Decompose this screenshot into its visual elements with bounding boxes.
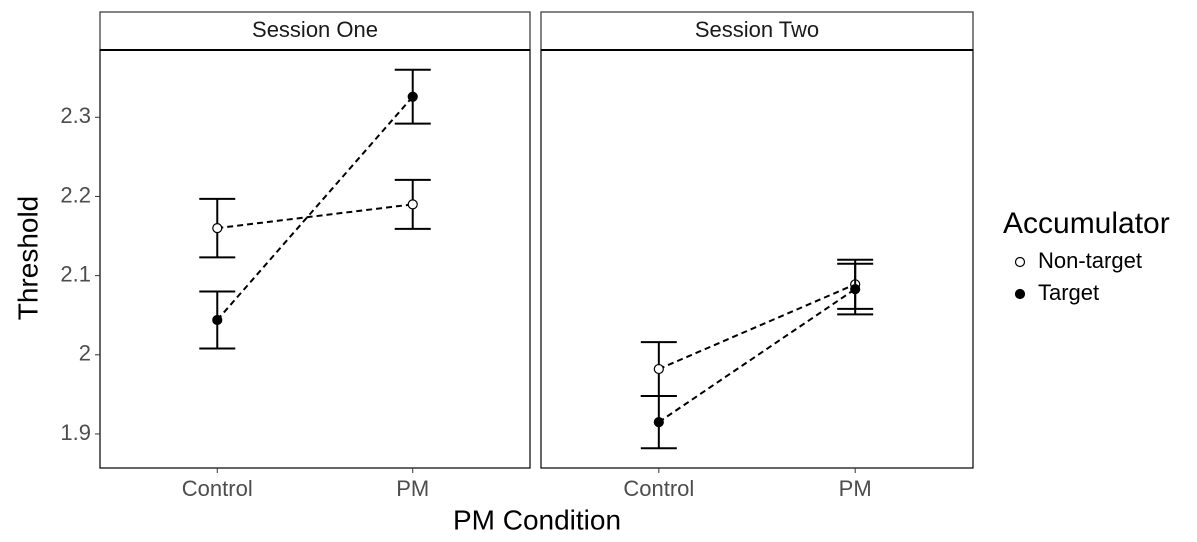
legend-marker	[1014, 256, 1026, 268]
series-line	[217, 203, 413, 230]
x-tick-label: Control	[623, 476, 694, 501]
x-tick-label: Control	[182, 476, 253, 501]
point	[653, 416, 664, 428]
x-tick-label: PM	[396, 476, 429, 501]
strip	[99, 11, 531, 51]
y-tick-label: 2	[79, 341, 91, 366]
y-tick-label: 2.1	[60, 261, 91, 286]
legend-title: Accumulator	[1003, 207, 1170, 240]
panel	[540, 49, 974, 469]
legend-label: Target	[1038, 280, 1099, 305]
legend-label: Non-target	[1038, 248, 1142, 273]
x-tick-label: PM	[839, 476, 872, 501]
y-tick-label: 2.3	[60, 103, 91, 128]
point	[653, 363, 664, 375]
point	[212, 314, 223, 326]
y-tick-label: 2.2	[60, 182, 91, 207]
series-line	[658, 283, 856, 370]
strip	[540, 11, 974, 51]
point	[407, 199, 418, 210]
panel	[99, 49, 531, 469]
point	[212, 223, 223, 234]
point	[850, 283, 861, 295]
legend-marker	[1014, 288, 1026, 300]
y-tick-label: 1.9	[60, 420, 91, 445]
facet-title: Session One	[252, 17, 378, 42]
x-axis-label: PM Condition	[453, 504, 621, 535]
point	[407, 91, 418, 102]
y-axis-label: Threshold	[12, 196, 43, 321]
series-line	[216, 96, 414, 321]
facet-title: Session Two	[695, 17, 819, 42]
